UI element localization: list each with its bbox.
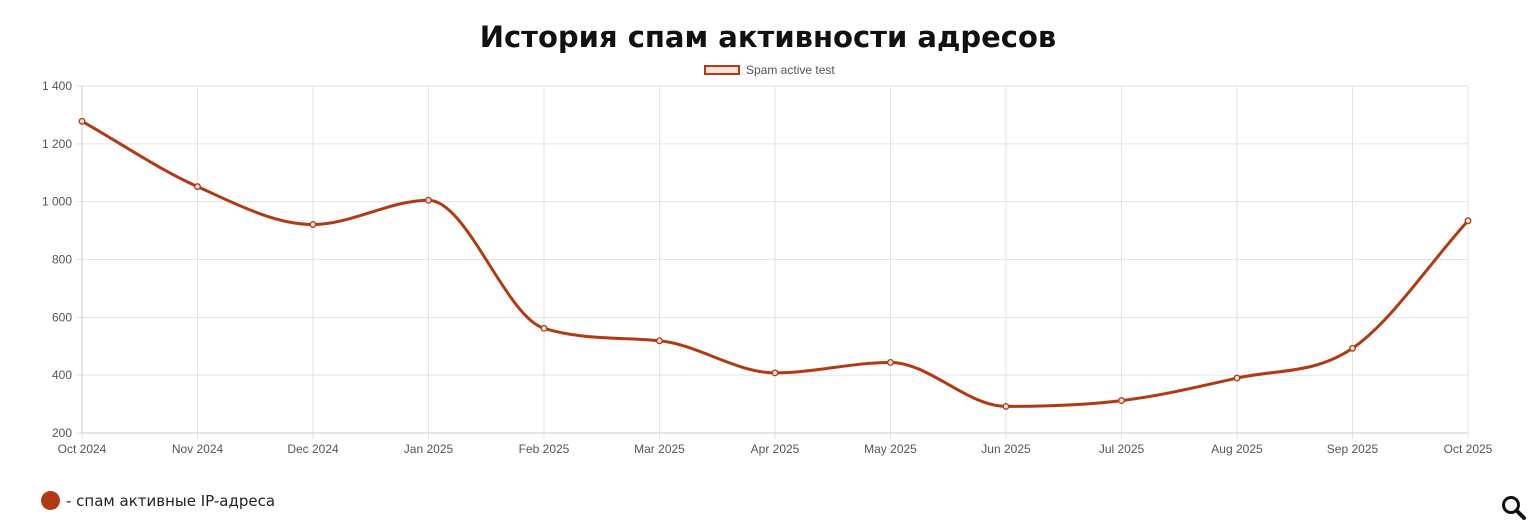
data-point[interactable] bbox=[1002, 402, 1010, 410]
data-point[interactable] bbox=[1464, 217, 1472, 225]
x-tick-label: Mar 2025 bbox=[634, 442, 685, 456]
x-tick-label: Apr 2025 bbox=[751, 442, 800, 456]
data-point[interactable] bbox=[309, 221, 317, 228]
data-point[interactable] bbox=[78, 117, 86, 125]
y-tick-label: 600 bbox=[52, 310, 72, 324]
x-tick-label: Feb 2025 bbox=[519, 442, 570, 456]
x-tick-label: Oct 2024 bbox=[58, 442, 107, 456]
data-point[interactable] bbox=[194, 183, 201, 191]
y-tick-label: 200 bbox=[52, 426, 72, 440]
chart-title: История спам активности адресов bbox=[479, 20, 1057, 54]
y-tick-label: 800 bbox=[52, 253, 72, 267]
data-point[interactable] bbox=[1118, 397, 1125, 405]
footer-legend-dot bbox=[41, 491, 60, 510]
y-tick-label: 1 000 bbox=[42, 195, 72, 209]
data-point[interactable] bbox=[887, 358, 894, 366]
data-point[interactable] bbox=[1233, 374, 1241, 382]
x-tick-label: Jan 2025 bbox=[404, 442, 454, 456]
data-point[interactable] bbox=[425, 196, 432, 204]
data-point[interactable] bbox=[1349, 344, 1356, 352]
x-tick-label: May 2025 bbox=[864, 442, 917, 456]
data-point[interactable] bbox=[540, 324, 548, 332]
grid bbox=[76, 85, 1469, 439]
data-point[interactable] bbox=[771, 369, 779, 377]
y-tick-label: 1 400 bbox=[42, 79, 72, 93]
y-tick-label: 400 bbox=[52, 368, 72, 382]
x-tick-label: Oct 2025 bbox=[1444, 442, 1493, 456]
x-tick-label: Dec 2024 bbox=[287, 442, 339, 456]
chart-legend[interactable]: Spam active test bbox=[704, 63, 835, 77]
footer-legend: - спам активные IP-адреса bbox=[41, 491, 275, 510]
y-tick-label: 1 200 bbox=[42, 137, 72, 151]
legend-swatch bbox=[704, 65, 740, 75]
x-tick-label: Nov 2024 bbox=[172, 442, 224, 456]
axes: 200 400 600 800 1 000 1 200 1 400 Oct 2024 Nov 2… bbox=[42, 79, 1493, 456]
x-tick-label: Jun 2025 bbox=[981, 442, 1031, 456]
zoom-button[interactable] bbox=[1500, 494, 1528, 522]
legend-label: Spam active test bbox=[746, 63, 835, 77]
x-tick-label: Aug 2025 bbox=[1211, 442, 1263, 456]
x-tick-label: Sep 2025 bbox=[1327, 442, 1379, 456]
data-point[interactable] bbox=[656, 337, 663, 345]
search-icon bbox=[1502, 496, 1526, 520]
footer-legend-label: - спам активные IP-адреса bbox=[66, 491, 276, 510]
x-tick-label: Jul 2025 bbox=[1099, 442, 1145, 456]
series-points bbox=[78, 117, 1472, 410]
